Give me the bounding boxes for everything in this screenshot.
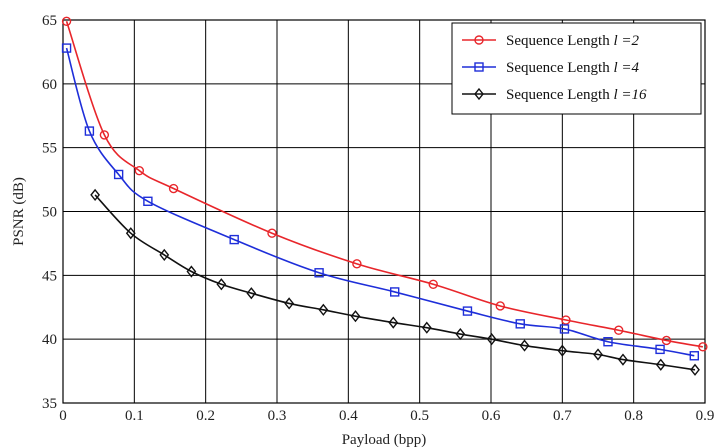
series-line bbox=[65, 21, 703, 348]
y-tick-label: 40 bbox=[42, 332, 57, 348]
legend-item: Sequence Length l =16 bbox=[462, 87, 647, 103]
plot-frame bbox=[62, 19, 706, 404]
data-point bbox=[689, 351, 699, 361]
x-tick-label: 0.9 bbox=[696, 408, 715, 424]
data-point bbox=[561, 315, 571, 325]
legend-label: Sequence Length l =4 bbox=[506, 60, 640, 76]
legend-item: Sequence Length l =2 bbox=[462, 33, 640, 49]
data-point bbox=[246, 287, 257, 300]
data-point bbox=[655, 358, 666, 371]
y-tick-label: 55 bbox=[42, 141, 57, 157]
series-1 bbox=[61, 16, 708, 352]
legend-label-prefix: Sequence Length bbox=[506, 87, 613, 103]
legend-label: Sequence Length l =2 bbox=[506, 33, 640, 49]
series-2 bbox=[61, 43, 699, 361]
x-tick-label: 0.7 bbox=[553, 408, 572, 424]
data-point bbox=[559, 324, 570, 334]
data-point bbox=[593, 348, 603, 361]
data-point bbox=[99, 130, 110, 140]
data-point bbox=[455, 327, 466, 341]
data-point bbox=[428, 279, 438, 289]
y-tick-label: 60 bbox=[42, 77, 57, 93]
x-tick-label: 0 bbox=[59, 408, 67, 424]
x-tick-label: 0.8 bbox=[624, 408, 643, 424]
data-point bbox=[390, 287, 400, 297]
data-point bbox=[655, 344, 665, 355]
data-point bbox=[352, 259, 362, 269]
y-tick-label: 65 bbox=[42, 13, 57, 29]
data-point bbox=[90, 188, 100, 202]
y-tick-label: 35 bbox=[42, 396, 57, 412]
x-tick-label: 0.6 bbox=[482, 408, 501, 424]
legend-swatch-marker bbox=[474, 35, 484, 45]
data-point bbox=[168, 183, 179, 194]
data-point bbox=[61, 16, 72, 26]
legend-item: Sequence Length l =4 bbox=[462, 60, 640, 76]
y-tick-label: 50 bbox=[42, 205, 57, 221]
data-point bbox=[186, 265, 197, 278]
legend-box bbox=[451, 22, 702, 115]
x-tick-label: 0.5 bbox=[410, 408, 429, 424]
legend-label-variable: l =4 bbox=[613, 60, 639, 76]
data-point bbox=[495, 301, 505, 311]
legend-label-variable: l =16 bbox=[613, 87, 647, 103]
legend-swatch-marker bbox=[474, 62, 484, 72]
data-point bbox=[284, 297, 295, 310]
data-point bbox=[229, 234, 239, 245]
series-line bbox=[65, 47, 695, 357]
legend-label: Sequence Length l =16 bbox=[506, 87, 647, 103]
x-tick-label: 0.3 bbox=[268, 408, 287, 424]
data-point bbox=[84, 126, 95, 136]
legend-label-prefix: Sequence Length bbox=[506, 60, 613, 76]
data-point bbox=[143, 196, 153, 206]
data-point bbox=[557, 344, 568, 357]
data-point bbox=[134, 165, 145, 176]
series-layer bbox=[61, 16, 708, 376]
data-point bbox=[125, 227, 136, 240]
data-point bbox=[486, 333, 497, 346]
y-axis-title: PSNR (dB) bbox=[11, 177, 27, 246]
series-line bbox=[94, 194, 696, 371]
data-point bbox=[388, 316, 399, 329]
data-point bbox=[618, 353, 628, 366]
y-tick-label: 45 bbox=[42, 268, 57, 284]
data-point bbox=[267, 228, 277, 238]
x-tick-label: 0.4 bbox=[339, 408, 358, 424]
x-tick-label: 0.2 bbox=[196, 408, 215, 424]
data-point bbox=[159, 248, 170, 262]
data-point bbox=[515, 319, 525, 329]
data-point bbox=[462, 306, 473, 316]
data-point bbox=[690, 363, 700, 376]
data-point bbox=[698, 342, 708, 352]
data-point bbox=[613, 325, 624, 335]
legend-label-variable: l =2 bbox=[613, 33, 639, 49]
data-point bbox=[314, 268, 324, 278]
data-point bbox=[61, 43, 72, 53]
legend-swatch-marker bbox=[474, 87, 484, 101]
series-3 bbox=[90, 188, 700, 376]
data-point bbox=[216, 278, 227, 291]
data-point bbox=[661, 335, 672, 346]
data-point bbox=[519, 339, 530, 352]
data-point bbox=[318, 303, 329, 316]
axis-ticks: 0 0.1 0.2 0.3 0.4 0.5 0.6 0.7 0.8 0.9 35 40 45 50 55 60… bbox=[42, 13, 714, 424]
x-axis-title: Payload (bpp) bbox=[342, 432, 427, 448]
data-point bbox=[603, 337, 613, 347]
legend-label-prefix: Sequence Length bbox=[506, 33, 613, 49]
data-point bbox=[113, 169, 124, 180]
data-point bbox=[421, 321, 432, 334]
data-point bbox=[350, 310, 361, 323]
x-tick-label: 0.1 bbox=[125, 408, 144, 424]
